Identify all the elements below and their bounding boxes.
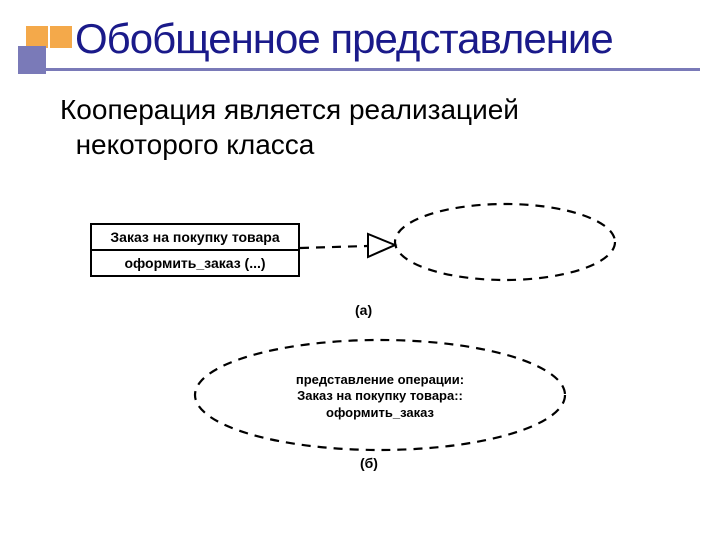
title-underline bbox=[40, 68, 700, 71]
class-box-header: Заказ на покупку товара bbox=[92, 225, 298, 249]
label-b: (б) bbox=[360, 455, 378, 471]
realization-arrowhead bbox=[368, 234, 395, 257]
class-box: Заказ на покупку товара оформить_заказ (… bbox=[90, 223, 300, 277]
ellipse-b-line3: оформить_заказ bbox=[326, 405, 434, 420]
label-a: (а) bbox=[355, 302, 372, 318]
class-box-operation: оформить_заказ (...) bbox=[92, 249, 298, 275]
page-title: Обобщенное представление bbox=[75, 15, 613, 63]
ellipse-a bbox=[395, 204, 615, 280]
ellipse-b-line1: представление операции: bbox=[296, 372, 464, 387]
body-line-2: некоторого класса bbox=[76, 129, 315, 160]
realization-line bbox=[300, 246, 367, 248]
body-line-1: Кооперация является реализацией bbox=[60, 94, 519, 125]
decor-orange-1 bbox=[26, 26, 48, 48]
decor-orange-2 bbox=[50, 26, 72, 48]
body-text: Кооперация является реализацией некоторо… bbox=[60, 92, 519, 162]
ellipse-b-text: представление операции: Заказ на покупку… bbox=[205, 372, 555, 421]
diagram-area: Заказ на покупку товара оформить_заказ (… bbox=[85, 200, 645, 520]
ellipse-b-line2: Заказ на покупку товара:: bbox=[297, 388, 463, 403]
